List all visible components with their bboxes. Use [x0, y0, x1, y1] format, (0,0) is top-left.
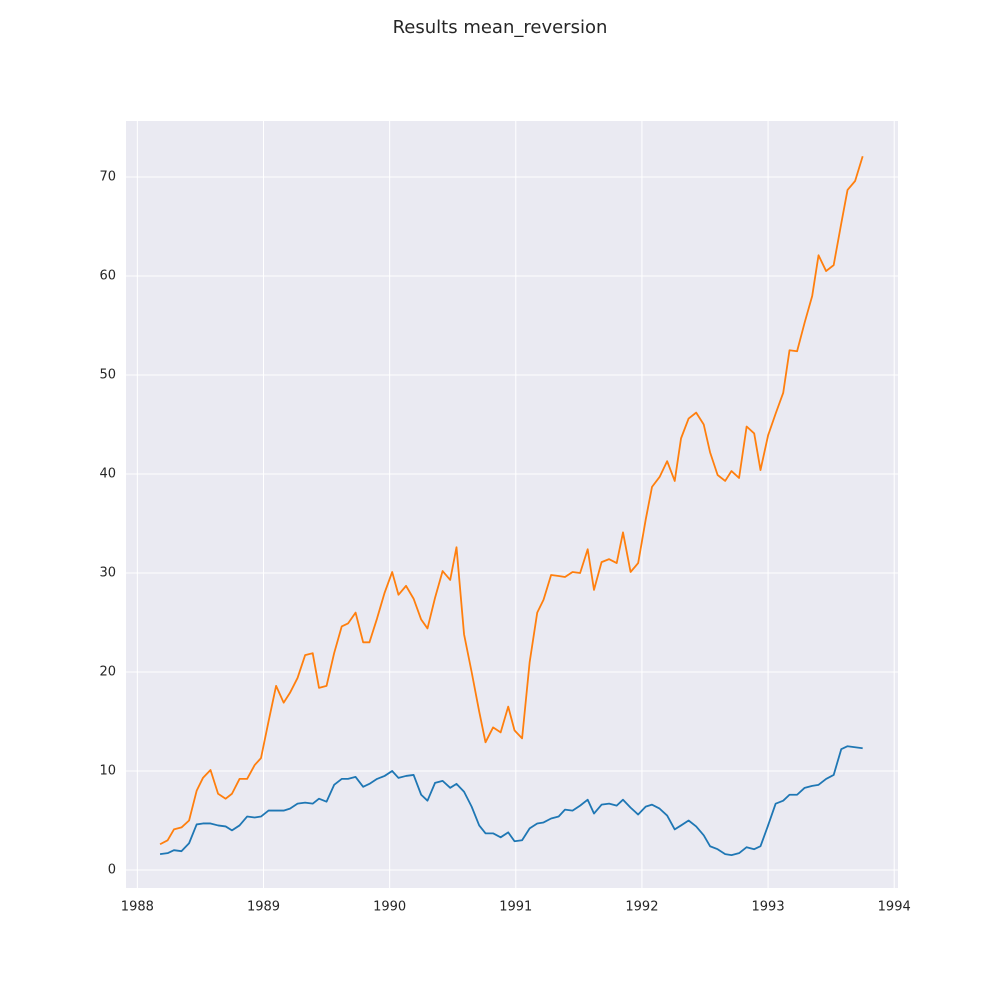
x-tick-label: 1993 — [752, 900, 785, 915]
line — [159, 745, 863, 857]
x-tick-label: 1994 — [878, 900, 911, 915]
chart-title: Results mean_reversion — [393, 17, 608, 38]
x-tick-label: 1992 — [625, 900, 658, 915]
y-tick-label: 20 — [99, 664, 116, 679]
y-tick-label: 50 — [99, 368, 116, 383]
plot-area — [126, 121, 898, 888]
line — [159, 155, 864, 846]
y-tick-label: 60 — [99, 269, 116, 284]
x-tick-label: 1991 — [499, 900, 532, 915]
y-tick-label: 10 — [99, 763, 116, 778]
y-tick-label: 70 — [99, 170, 116, 185]
x-tick-label: 1988 — [121, 900, 154, 915]
y-tick-label: 0 — [108, 862, 116, 877]
y-tick-label: 30 — [99, 566, 116, 581]
x-tick-label: 1989 — [247, 900, 280, 915]
y-tick-label: 40 — [99, 467, 116, 482]
x-tick-label: 1990 — [373, 900, 406, 915]
